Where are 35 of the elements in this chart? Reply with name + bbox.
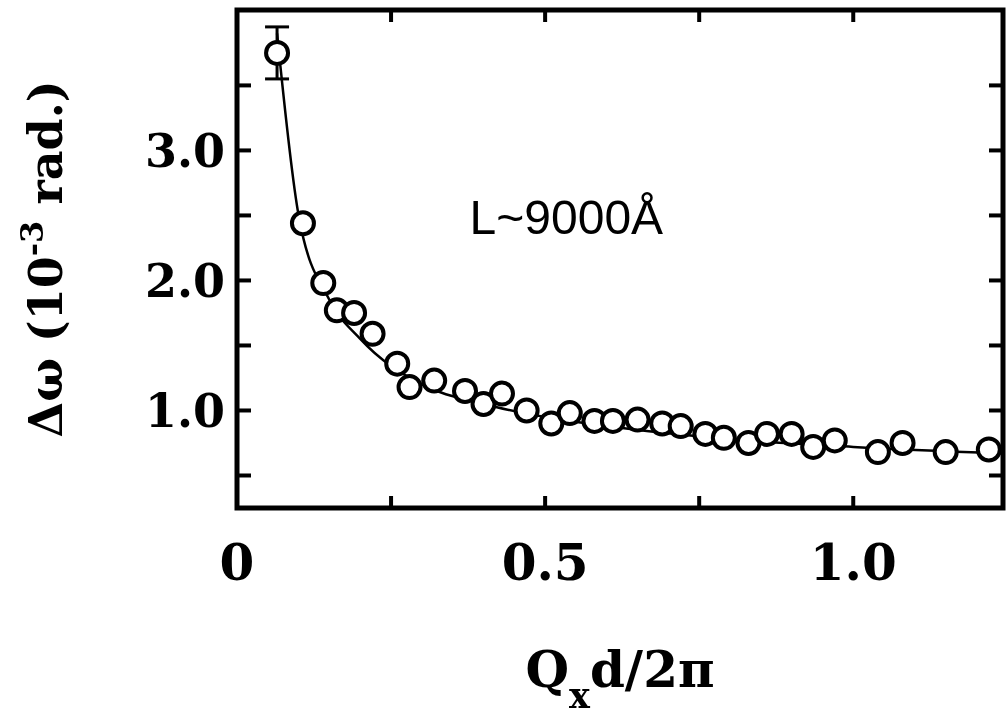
point: [624, 406, 651, 433]
point: [310, 270, 337, 297]
point: [289, 210, 316, 237]
point: [341, 299, 368, 326]
point: [384, 350, 411, 377]
y-tick-label: 3.0: [144, 123, 225, 178]
point: [821, 427, 848, 454]
point: [753, 420, 780, 447]
point: [470, 390, 497, 417]
point: [452, 377, 479, 404]
point: [864, 439, 891, 466]
point: [538, 410, 565, 437]
point: [735, 429, 762, 456]
point: [556, 400, 583, 427]
y-tick-label: 2.0: [144, 253, 225, 308]
point: [513, 397, 540, 424]
point: [396, 374, 423, 401]
x-tick-label: 0: [219, 533, 255, 592]
point: [889, 429, 916, 456]
point: [778, 420, 805, 447]
point: [932, 439, 959, 466]
point: [667, 413, 694, 440]
point: [359, 320, 386, 347]
point: [975, 436, 1002, 463]
point: [800, 433, 827, 460]
x-tick-label: 1.0: [809, 533, 897, 592]
y-tick-label: 1.0: [144, 383, 225, 438]
point: [488, 380, 515, 407]
point: [264, 39, 291, 66]
annotation: L~9000Å: [469, 191, 664, 245]
x-axis-title: Q$_{x}$d/2π: [525, 640, 715, 716]
point: [599, 407, 626, 434]
point: [421, 367, 448, 394]
point: [710, 424, 737, 451]
x-tick-label: 0.5: [501, 533, 589, 592]
